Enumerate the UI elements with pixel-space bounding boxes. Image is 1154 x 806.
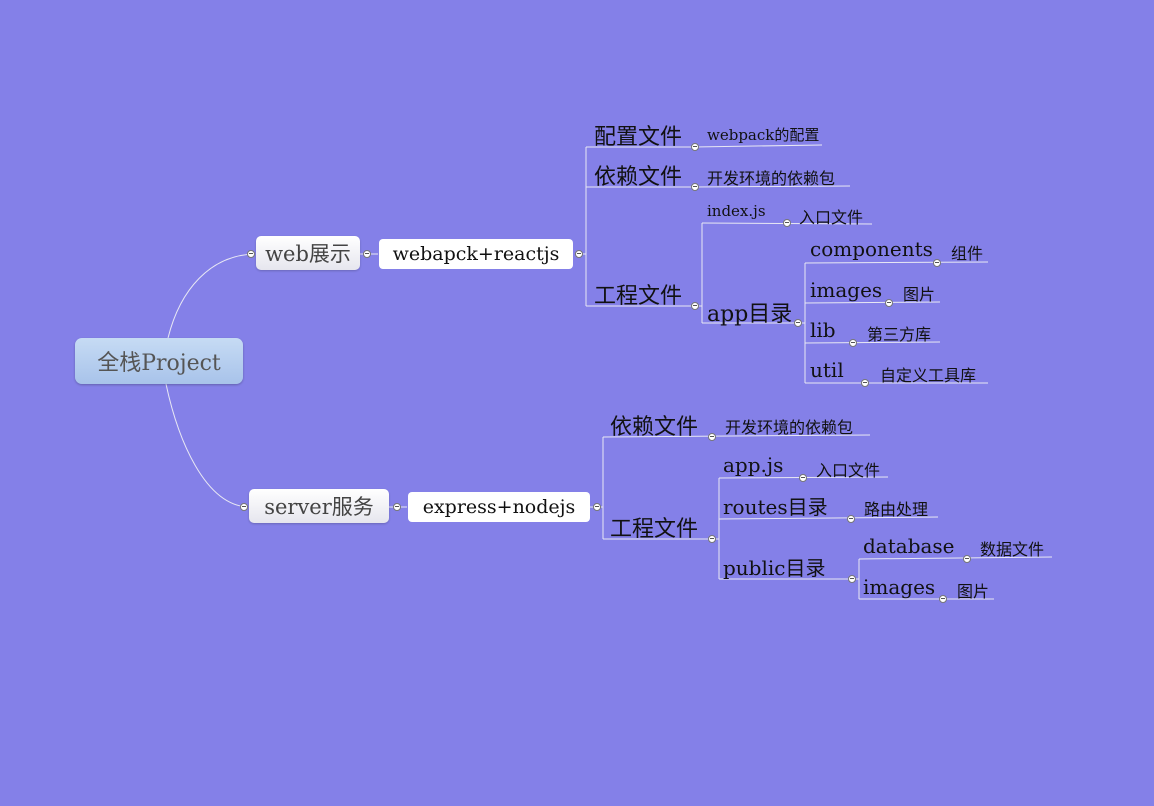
web-components-node[interactable]: components — [810, 237, 933, 261]
web-index-collapse-toggle[interactable] — [783, 219, 791, 227]
web-images-note: 图片 — [903, 285, 936, 304]
web-lib-collapse-toggle[interactable] — [849, 339, 857, 347]
web-util-node[interactable]: util — [810, 358, 844, 382]
web-deps-note: 开发环境的依赖包 — [707, 169, 836, 188]
server-collapse-toggle[interactable] — [393, 503, 401, 511]
web-index-note: 入口文件 — [799, 208, 864, 227]
web-images-node[interactable]: images — [810, 278, 883, 302]
server-database-node[interactable]: database — [863, 534, 955, 558]
server-stack-collapse-toggle[interactable] — [593, 503, 601, 511]
server-images-node[interactable]: images — [863, 575, 936, 599]
web-images-collapse-toggle[interactable] — [885, 299, 893, 307]
web-app-collapse-toggle[interactable] — [794, 319, 802, 327]
server-routes-note: 路由处理 — [864, 500, 929, 519]
server-project-node[interactable]: 工程文件 — [610, 517, 699, 542]
web-connector-dot — [247, 250, 255, 258]
web-lib-node[interactable]: lib — [810, 318, 836, 342]
server-deps-node[interactable]: 依赖文件 — [610, 415, 699, 440]
server-node[interactable]: server服务 — [249, 489, 389, 523]
web-config-collapse-toggle[interactable] — [691, 143, 699, 151]
web-app-node[interactable]: app目录 — [707, 302, 793, 327]
web-config-node[interactable]: 配置文件 — [594, 125, 683, 150]
root-node[interactable]: 全栈Project — [75, 338, 243, 384]
web-index-node[interactable]: index.js — [707, 202, 766, 220]
web-deps-collapse-toggle[interactable] — [691, 183, 699, 191]
server-images-note: 图片 — [957, 582, 990, 601]
server-deps-note: 开发环境的依赖包 — [725, 418, 854, 437]
web-util-note: 自定义工具库 — [880, 366, 977, 385]
web-components-collapse-toggle[interactable] — [933, 259, 941, 267]
server-deps-collapse-toggle[interactable] — [708, 433, 716, 441]
server-stack-node[interactable]: express+nodejs — [408, 492, 590, 522]
server-project-collapse-toggle[interactable] — [708, 535, 716, 543]
web-lib-note: 第三方库 — [867, 325, 932, 344]
server-database-note: 数据文件 — [980, 540, 1045, 559]
server-public-collapse-toggle[interactable] — [848, 575, 856, 583]
server-images-collapse-toggle[interactable] — [939, 595, 947, 603]
web-deps-node[interactable]: 依赖文件 — [594, 165, 683, 190]
server-app-collapse-toggle[interactable] — [799, 474, 807, 482]
server-database-collapse-toggle[interactable] — [963, 555, 971, 563]
server-routes-collapse-toggle[interactable] — [847, 515, 855, 523]
server-routes-node[interactable]: routes目录 — [723, 495, 828, 519]
web-collapse-toggle[interactable] — [363, 250, 371, 258]
server-connector-dot — [240, 503, 248, 511]
web-stack-node[interactable]: webapck+reactjs — [379, 239, 573, 269]
server-public-node[interactable]: public目录 — [723, 556, 826, 580]
web-stack-collapse-toggle[interactable] — [575, 250, 583, 258]
server-app-node[interactable]: app.js — [723, 453, 784, 477]
web-components-note: 组件 — [951, 244, 984, 263]
web-util-collapse-toggle[interactable] — [861, 379, 869, 387]
server-app-note: 入口文件 — [816, 461, 881, 480]
web-project-node[interactable]: 工程文件 — [594, 284, 683, 309]
web-node[interactable]: web展示 — [256, 236, 360, 270]
web-project-collapse-toggle[interactable] — [691, 302, 699, 310]
web-config-note: webpack的配置 — [707, 126, 820, 144]
